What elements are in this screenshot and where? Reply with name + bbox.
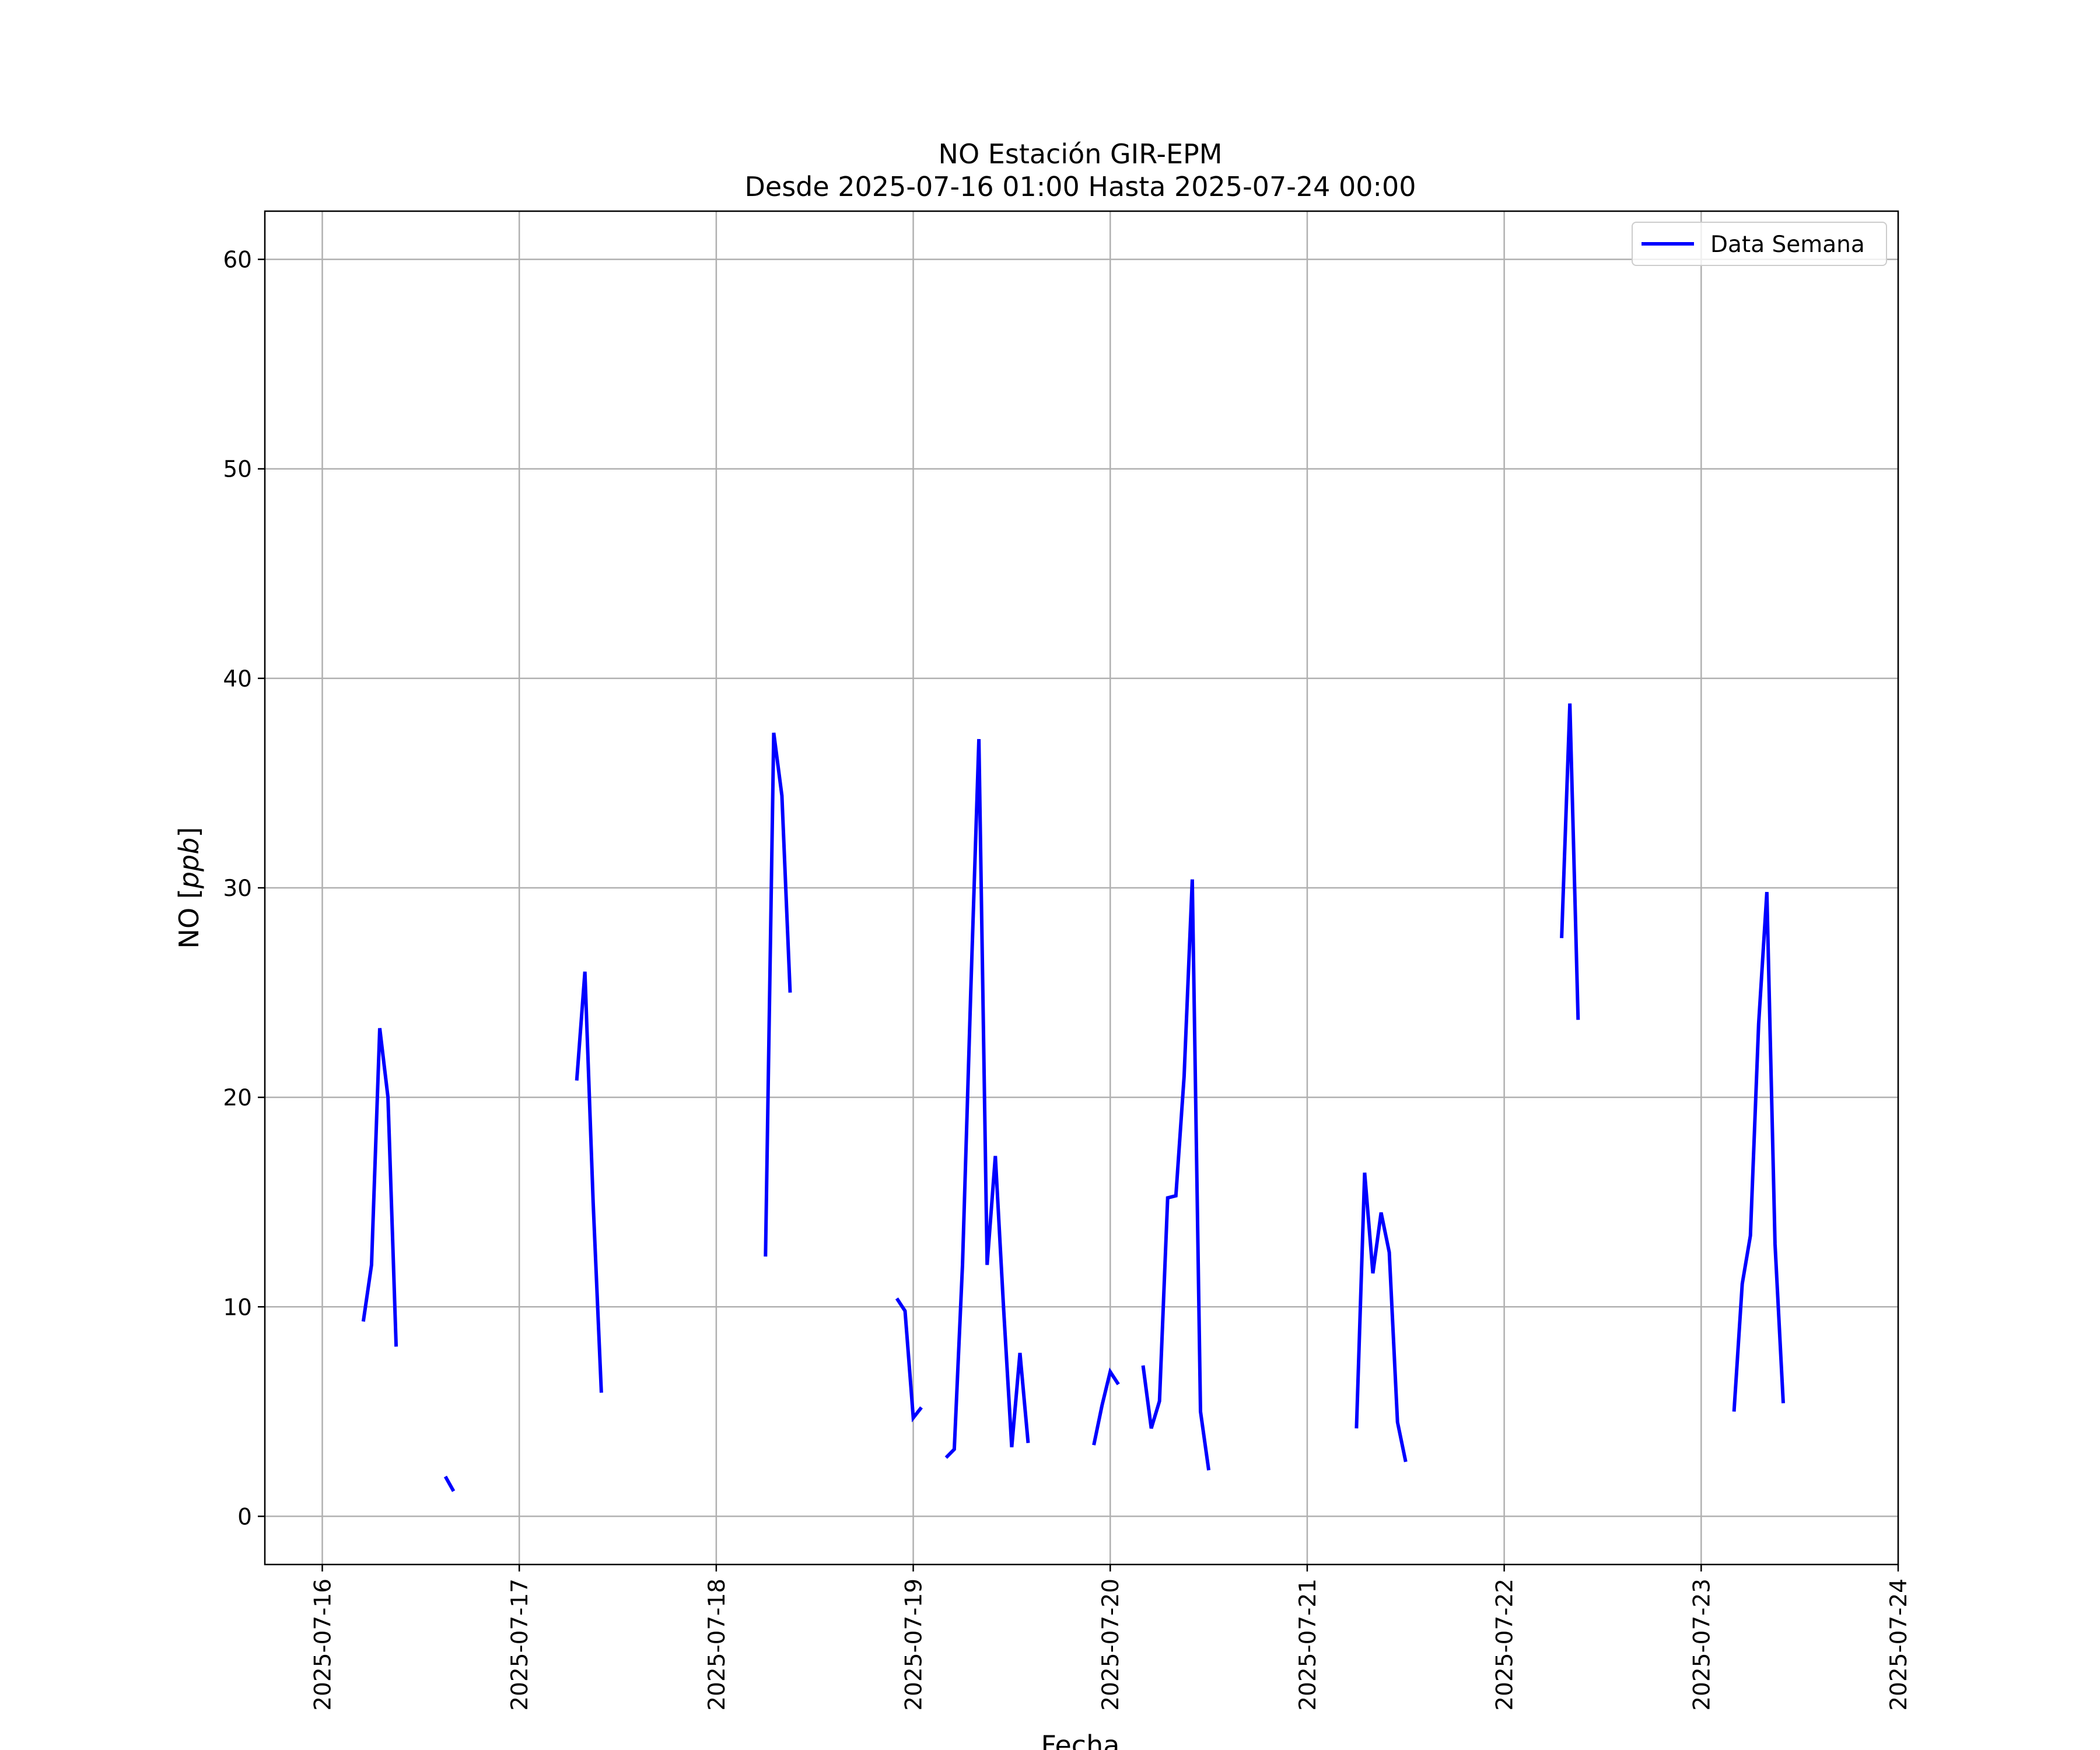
y-tick-label: 60 (223, 247, 252, 274)
y-tick-label: 20 (223, 1085, 252, 1111)
y-tick-label: 40 (223, 666, 252, 692)
y-tick-label: 50 (223, 457, 252, 483)
series-line-segment (1141, 879, 1211, 1471)
series-line-segment (1732, 892, 1785, 1412)
series-data-semana (361, 703, 1785, 1492)
y-tick-label: 0 (237, 1504, 252, 1530)
series-line-segment (764, 732, 792, 1257)
x-tick-label: 2025-07-21 (1295, 1578, 1321, 1711)
y-axis-label-suffix: ] (173, 827, 205, 838)
x-tick-label: 2025-07-23 (1689, 1578, 1715, 1711)
series-line-segment (361, 1028, 398, 1347)
x-tick-label: 2025-07-16 (310, 1578, 336, 1711)
chart-subtitle: Desde 2025-07-16 01:00 Hasta 2025-07-24 … (744, 171, 1416, 202)
x-tick-label: 2025-07-20 (1098, 1578, 1124, 1711)
y-tick-label: 10 (223, 1294, 252, 1321)
y-axis-label-unit: ppb (173, 838, 205, 890)
y-tick-label: 30 (223, 876, 252, 902)
x-tick-label: 2025-07-19 (901, 1578, 928, 1711)
y-axis-label-prefix: NO [ (173, 888, 205, 949)
y-axis: 0 10 20 30 40 50 60 (223, 247, 265, 1530)
legend: Data Semana (1632, 222, 1887, 266)
legend-box (1632, 222, 1887, 266)
chart-title: NO Estación GIR-EPM (939, 138, 1223, 170)
x-axis: 2025-07-16 2025-07-17 2025-07-18 2025-07-19… (310, 1564, 1912, 1711)
x-axis-label: Fecha (1041, 1730, 1120, 1750)
legend-label-data-semana: Data Semana (1710, 232, 1865, 258)
series-line-segment (895, 1297, 923, 1423)
series-line-segment (1092, 1367, 1120, 1446)
series-line-segment (944, 738, 1030, 1459)
x-tick-label: 2025-07-24 (1886, 1578, 1912, 1711)
x-tick-label: 2025-07-22 (1492, 1578, 1518, 1711)
series-line-segment (575, 971, 603, 1393)
series-line-segment (1560, 703, 1580, 1020)
series-line-segment (1354, 1172, 1408, 1462)
x-tick-label: 2025-07-18 (704, 1578, 730, 1711)
series-line-segment (443, 1475, 456, 1492)
x-tick-label: 2025-07-17 (507, 1578, 533, 1711)
y-axis-label: NO [ppb] (173, 827, 205, 949)
